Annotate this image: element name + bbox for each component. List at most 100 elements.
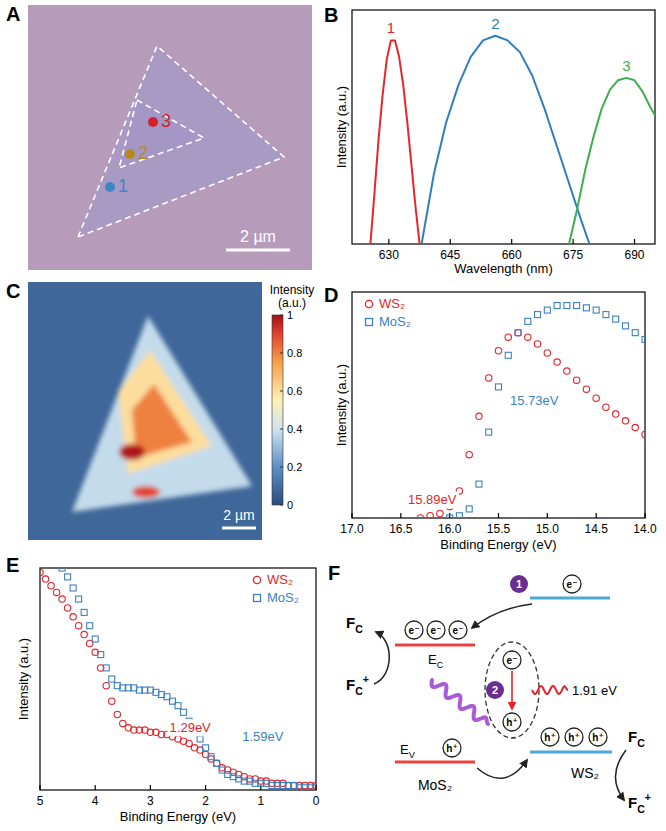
spectrum-line — [422, 36, 590, 244]
colorbar-title-line: Intensity — [270, 283, 315, 297]
x-tick-label: 630 — [379, 248, 399, 262]
data-point — [583, 386, 589, 392]
data-point — [515, 330, 521, 336]
x-tick — [150, 785, 151, 790]
x-tick — [95, 785, 96, 790]
data-point — [544, 307, 550, 313]
legend-marker — [253, 576, 260, 583]
data-point — [42, 576, 48, 582]
y-axis-title: Intensity (a.u.) — [334, 86, 349, 168]
y-axis-title: Intensity (a.u.) — [16, 638, 31, 720]
data-point — [59, 596, 65, 602]
data-point — [613, 411, 619, 417]
legend-label: WS₂ — [267, 572, 293, 587]
data-point — [64, 605, 70, 611]
x-tick-label: 16.0 — [438, 522, 462, 536]
step-label: 1 — [516, 578, 522, 590]
colorbar-tick-label: 0.2 — [287, 461, 302, 473]
data-point — [197, 736, 203, 742]
colorbar-tick-label: 0.4 — [287, 423, 302, 435]
x-tick-label: 4 — [92, 794, 99, 808]
colorbar-title: Intensity(a.u.) — [270, 283, 315, 310]
carrier-label: e⁻ — [431, 625, 442, 636]
peak-label: 1 — [387, 19, 395, 36]
plot-frame — [40, 568, 316, 790]
point-label: 1 — [118, 176, 128, 196]
carrier-circle — [449, 621, 467, 639]
outer-triangle — [78, 46, 284, 237]
data-point — [109, 676, 115, 682]
x-tick — [498, 513, 499, 518]
data-point — [213, 760, 219, 766]
transfer-arrow — [472, 604, 532, 628]
point-label: 2 — [138, 143, 148, 163]
symbol-sub: C — [637, 737, 645, 749]
x-tick-label: 2 — [202, 794, 209, 808]
symbol-sub: C — [437, 660, 444, 670]
data-point — [544, 350, 550, 356]
carrier-label: h⁺ — [446, 743, 457, 754]
data-point — [70, 614, 76, 620]
x-tick-label: 16.5 — [389, 522, 413, 536]
data-point — [496, 384, 502, 390]
data-point — [120, 720, 126, 726]
data-point — [574, 303, 580, 309]
data-point — [214, 760, 220, 766]
map-region — [119, 444, 145, 460]
legend-marker — [366, 319, 373, 326]
conduction-band — [530, 597, 610, 600]
colorbar-tick — [280, 353, 283, 354]
data-point — [208, 754, 214, 760]
data-point — [417, 515, 423, 518]
scale-bar — [226, 249, 290, 252]
data-point — [186, 740, 192, 746]
symbol-sub: C — [637, 803, 645, 815]
map-region — [28, 282, 262, 540]
plot-data — [417, 303, 645, 518]
x-tick — [260, 785, 261, 790]
data-point — [466, 506, 472, 512]
colorbar-tick — [280, 505, 283, 506]
data-point — [515, 329, 521, 335]
point-label: 3 — [161, 111, 171, 131]
x-tick-label: 15.0 — [536, 522, 560, 536]
annotation: 1.59eV — [242, 729, 284, 744]
symbol-sub: C — [355, 623, 363, 635]
carrier-circle — [503, 651, 521, 669]
material-label: MoS₂ — [418, 777, 452, 793]
x-tick — [388, 239, 389, 244]
label-patch — [168, 719, 214, 736]
data-point — [447, 515, 453, 518]
figure: A1232 µmC2 µm00.20.40.60.81Intensity(a.u… — [0, 0, 666, 831]
data-point — [593, 395, 599, 401]
symbol-label: FC+ — [628, 791, 651, 814]
carrier-label: e⁻ — [567, 579, 578, 590]
data-point — [76, 596, 82, 602]
emission-label: 1.91 eV — [572, 683, 617, 698]
measure-point — [148, 117, 158, 127]
data-point — [456, 513, 462, 518]
data-point — [103, 682, 109, 688]
carrier-circle — [405, 621, 423, 639]
data-point — [525, 318, 531, 324]
panel-label: F — [328, 562, 340, 584]
data-point — [81, 609, 87, 615]
x-tick-label: 14.5 — [584, 522, 608, 536]
data-point — [175, 703, 181, 709]
data-point — [92, 636, 98, 642]
legend-marker — [254, 595, 261, 602]
valence-band — [530, 751, 612, 754]
data-point — [495, 348, 501, 354]
symbol-main: F — [628, 728, 637, 745]
data-point — [81, 631, 87, 637]
step-label: 2 — [492, 684, 498, 696]
data-point — [525, 334, 531, 340]
data-point — [437, 510, 443, 516]
data-point — [535, 312, 541, 318]
data-point — [87, 623, 93, 629]
data-point — [476, 413, 482, 419]
x-tick-label: 15.5 — [487, 522, 511, 536]
colorbar-tick — [280, 429, 283, 430]
x-tick — [596, 513, 597, 518]
carrier-label: h⁺ — [544, 732, 555, 743]
